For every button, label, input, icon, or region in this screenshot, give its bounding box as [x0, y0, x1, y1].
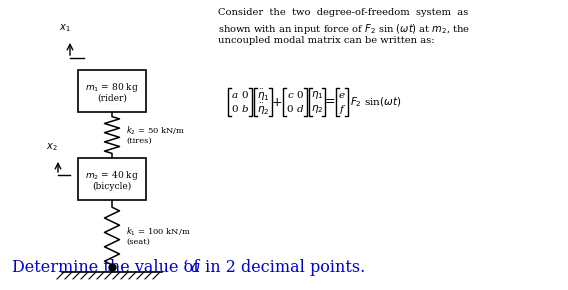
Text: $\eta_2$: $\eta_2$: [311, 103, 323, 115]
Text: $F_2$ sin$(\omega t)$: $F_2$ sin$(\omega t)$: [350, 95, 402, 109]
Text: f: f: [340, 104, 344, 113]
Text: (rider): (rider): [97, 93, 127, 102]
Text: (bicycle): (bicycle): [93, 182, 132, 191]
Text: $\ddot{\eta}_1$: $\ddot{\eta}_1$: [257, 87, 269, 103]
Text: $m_2$ = 40 kg: $m_2$ = 40 kg: [85, 169, 139, 182]
Text: c: c: [287, 90, 293, 99]
Text: (seat): (seat): [126, 238, 150, 246]
Text: $\ddot{\eta}_2$: $\ddot{\eta}_2$: [257, 102, 269, 117]
Text: Determine the value of: Determine the value of: [12, 260, 204, 276]
Text: $x_1$: $x_1$: [59, 22, 71, 34]
Text: e: e: [339, 90, 345, 99]
Text: uncoupled modal matrix can be written as:: uncoupled modal matrix can be written as…: [218, 36, 435, 45]
Text: +: +: [272, 95, 282, 108]
Text: ‘: ‘: [182, 260, 187, 276]
Text: a: a: [190, 260, 199, 276]
Text: 0: 0: [287, 104, 293, 113]
Text: $\eta_1$: $\eta_1$: [311, 89, 323, 101]
Text: 0: 0: [232, 104, 239, 113]
Text: (tires): (tires): [126, 137, 152, 145]
Text: $m_1$ = 80 kg: $m_1$ = 80 kg: [85, 81, 139, 95]
Text: =: =: [325, 95, 335, 108]
Text: 0: 0: [242, 90, 248, 99]
Text: Consider  the  two  degree-of-freedom  system  as: Consider the two degree-of-freedom syste…: [218, 8, 468, 17]
Text: d: d: [296, 104, 303, 113]
Text: b: b: [242, 104, 248, 113]
FancyBboxPatch shape: [78, 158, 146, 200]
Text: $x_2$: $x_2$: [46, 141, 58, 153]
Text: in 2 decimal points.: in 2 decimal points.: [200, 260, 365, 276]
Text: $k_2$ = 50 kN/m: $k_2$ = 50 kN/m: [126, 125, 185, 137]
Text: a: a: [232, 90, 238, 99]
Text: 0: 0: [296, 90, 303, 99]
Text: shown with an input force of $F_2$ sin $(\omega t)$ at $m_2$, the: shown with an input force of $F_2$ sin $…: [218, 22, 470, 36]
FancyBboxPatch shape: [78, 70, 146, 112]
Text: $k_1$ = 100 kN/m: $k_1$ = 100 kN/m: [126, 226, 191, 238]
